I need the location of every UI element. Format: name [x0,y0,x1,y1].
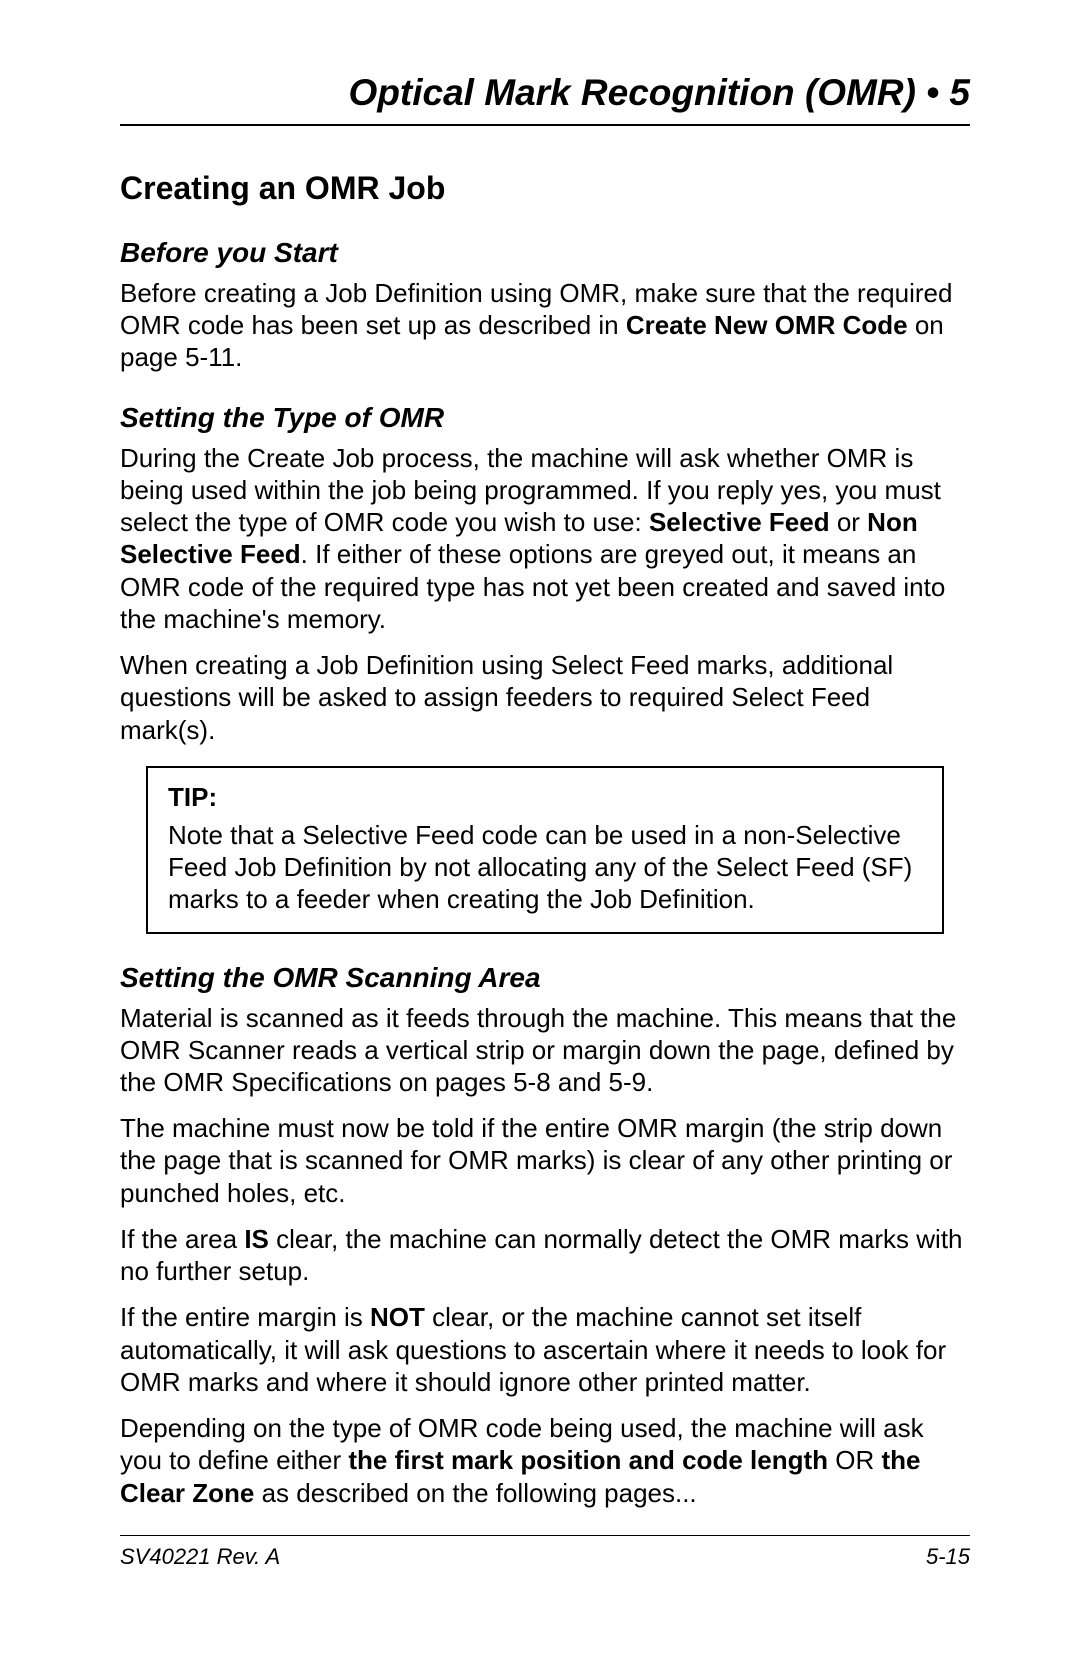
tip-text: Note that a Selective Feed code can be u… [168,819,922,916]
text-bold: NOT [370,1302,425,1332]
text-bold: IS [244,1224,269,1254]
footer: SV40221 Rev. A 5-15 [120,1544,970,1570]
tip-label: TIP: [168,782,922,813]
setting-type-paragraph-2: When creating a Job Definition using Sel… [120,649,970,746]
scanning-area-heading: Setting the OMR Scanning Area [120,962,970,994]
text-fragment: OR [828,1445,881,1475]
before-you-start-paragraph: Before creating a Job Definition using O… [120,277,970,374]
text-bold: Selective Feed [649,507,830,537]
text-fragment: or [830,507,868,537]
chapter-title: Optical Mark Recognition (OMR) • 5 [120,72,970,114]
scanning-area-paragraph-4: If the entire margin is NOT clear, or th… [120,1301,970,1398]
top-rule [120,124,970,126]
text-fragment: If the entire margin is [120,1302,370,1332]
scanning-area-paragraph-1: Material is scanned as it feeds through … [120,1002,970,1099]
section-heading: Creating an OMR Job [120,170,970,207]
bottom-rule [120,1535,970,1536]
scanning-area-paragraph-3: If the area IS clear, the machine can no… [120,1223,970,1287]
text-bold: Create New OMR Code [626,310,908,340]
before-you-start-heading: Before you Start [120,237,970,269]
setting-type-heading: Setting the Type of OMR [120,402,970,434]
footer-doc-id: SV40221 Rev. A [120,1544,280,1570]
text-fragment: If the area [120,1224,244,1254]
page: Optical Mark Recognition (OMR) • 5 Creat… [0,0,1080,1669]
scanning-area-paragraph-2: The machine must now be told if the enti… [120,1112,970,1209]
setting-type-paragraph-1: During the Create Job process, the machi… [120,442,970,635]
text-fragment: as described on the following pages... [254,1478,696,1508]
footer-page-number: 5-15 [926,1544,970,1570]
text-bold: the first mark position and code length [348,1445,828,1475]
scanning-area-paragraph-5: Depending on the type of OMR code being … [120,1412,970,1509]
tip-box: TIP: Note that a Selective Feed code can… [146,766,944,934]
